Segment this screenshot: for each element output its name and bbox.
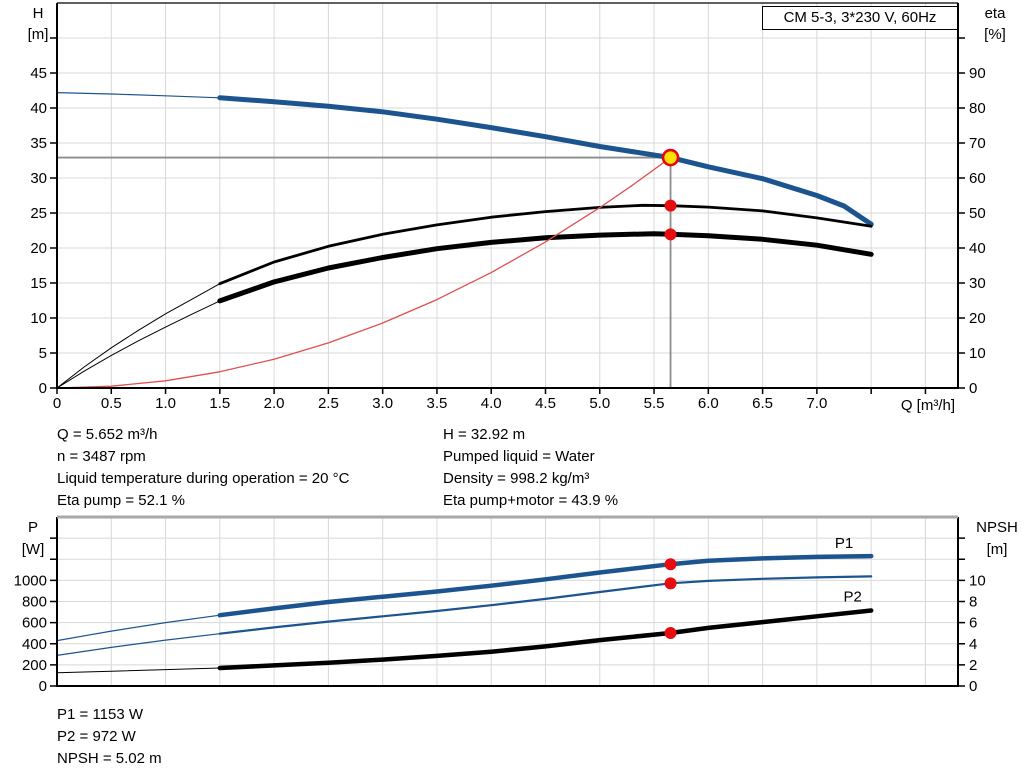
eta-pump-motor-curve [217,231,874,304]
left-tick-label: 0 [39,678,47,695]
x-tick-label: 1.0 [155,395,176,412]
info-speed: n = 3487 rpm [57,448,146,465]
x-tick-label: 2.0 [264,395,285,412]
x-tick-label: 7.0 [806,395,827,412]
x-tick-label: 5.5 [644,395,665,412]
q-axis-label: Q [m³/h] [900,397,955,414]
eta-pump-curve [218,203,873,286]
left-tick-label: 45 [30,65,47,82]
info-liquid-temp: Liquid temperature during operation = 20… [57,470,350,487]
left-tick-label: 10 [30,310,47,327]
x-tick-label: 2.5 [318,395,339,412]
qh-eta-chart: 0 0.5 1.0 1.5 2.0 2.5 3.0 3.5 4.0 4.5 5.0 5.5 6.0 6.5… [30,2,986,412]
eta-pump-curve-thin [56,283,221,389]
info-eta-pump: Eta pump = 52.1 % [57,492,185,509]
right-tick-label: 0 [969,678,977,695]
info-pumped-liquid: Pumped liquid = Water [443,448,595,465]
right-tick-label: 6 [969,615,977,632]
info-p2: P2 = 972 W [57,728,136,745]
right-tick-label: 0 [969,380,977,397]
p1-curve-thin [56,614,221,642]
x-tick-label: 4.5 [535,395,556,412]
p2-curve [218,575,873,635]
p-axis-unit-line2: [W] [21,541,45,558]
pump-model-title: CM 5-3, 3*230 V, 60Hz [783,9,937,26]
left-tick-label: 1000 [14,572,47,589]
p-axis-unit-line1: P [27,519,38,536]
p1-curve-label: P1 [835,535,853,552]
x-tick-label: 0.5 [101,395,122,412]
x-tick-label: 1.5 [209,395,230,412]
info-p1: P1 = 1153 W [57,706,144,723]
left-tick-label: 400 [22,636,47,653]
right-tick-label: 50 [969,205,986,222]
x-tick-label: 6.5 [752,395,773,412]
eta-pump-motor-point [664,228,677,241]
npsh-axis-unit-line2: [m] [986,541,1008,558]
x-tick-label: 3.5 [427,395,448,412]
eta-axis-unit-line2: [%] [984,26,1006,43]
p2-point [664,577,677,590]
p1-point [664,558,677,571]
x-tick-label: 4.0 [481,395,502,412]
left-tick-label: 5 [39,345,47,362]
left-tick-label: 25 [30,205,47,222]
right-tick-label: 20 [969,310,986,327]
right-tick-label: 30 [969,275,986,292]
left-tick-label: 35 [30,135,47,152]
info-eta-pump-motor: Eta pump+motor = 43.9 % [443,492,619,509]
left-tick-label: 30 [30,170,47,187]
right-tick-label: 8 [969,594,977,611]
p2-curve-label: P2 [844,589,862,606]
right-tick-label: 60 [969,170,986,187]
plot-border [56,3,959,389]
left-tick-label: 600 [22,615,47,632]
x-tick-label: 6.0 [698,395,719,412]
left-tick-label: 800 [22,594,47,611]
duty-point[interactable] [661,148,680,167]
left-tick-label: 15 [30,275,47,292]
left-tick-label: 20 [30,240,47,257]
right-tick-label: 10 [969,572,986,589]
npsh-axis-unit-line1: NPSH [976,519,1018,536]
npsh-point [664,626,677,639]
x-tick-label: 0 [53,395,61,412]
right-tick-label: 40 [969,240,986,257]
info-density: Density = 998.2 kg/m³ [443,470,590,487]
right-tick-label: 80 [969,100,986,117]
right-tick-label: 10 [969,345,986,362]
p1-curve [217,553,874,618]
power-npsh-chart: P1 P2 0 200 400 600 800 1000 0 2 4 6 8 10 [14,515,986,695]
info-flow: Q = 5.652 m³/h [57,426,158,443]
npsh-curve-thin [56,667,221,674]
right-tick-label: 70 [969,135,986,152]
npsh-curve [217,608,874,671]
eta-pump-point [664,199,677,212]
left-tick-label: 0 [39,380,47,397]
info-npsh: NPSH = 5.02 m [57,750,162,767]
qh-curve-thin [56,91,221,99]
info-head: H = 32.92 m [443,426,526,443]
x-tick-label: 3.0 [372,395,393,412]
x-tick-label: 5.0 [589,395,610,412]
h-axis-unit-line1: H [32,5,44,22]
h-axis-unit-line2: [m] [27,26,49,43]
eta-axis-unit-line1: eta [984,5,1006,22]
system-curve [56,156,672,389]
p2-curve-thin [56,633,221,657]
right-tick-label: 90 [969,65,986,82]
left-tick-label: 200 [22,657,47,674]
pump-model-box: CM 5-3, 3*230 V, 60Hz [762,6,958,30]
right-tick-label: 4 [969,636,977,653]
qh-curve [217,95,874,227]
left-tick-label: 40 [30,100,47,117]
eta-pump-motor-curve-thin [56,300,221,389]
right-tick-label: 2 [969,657,977,674]
